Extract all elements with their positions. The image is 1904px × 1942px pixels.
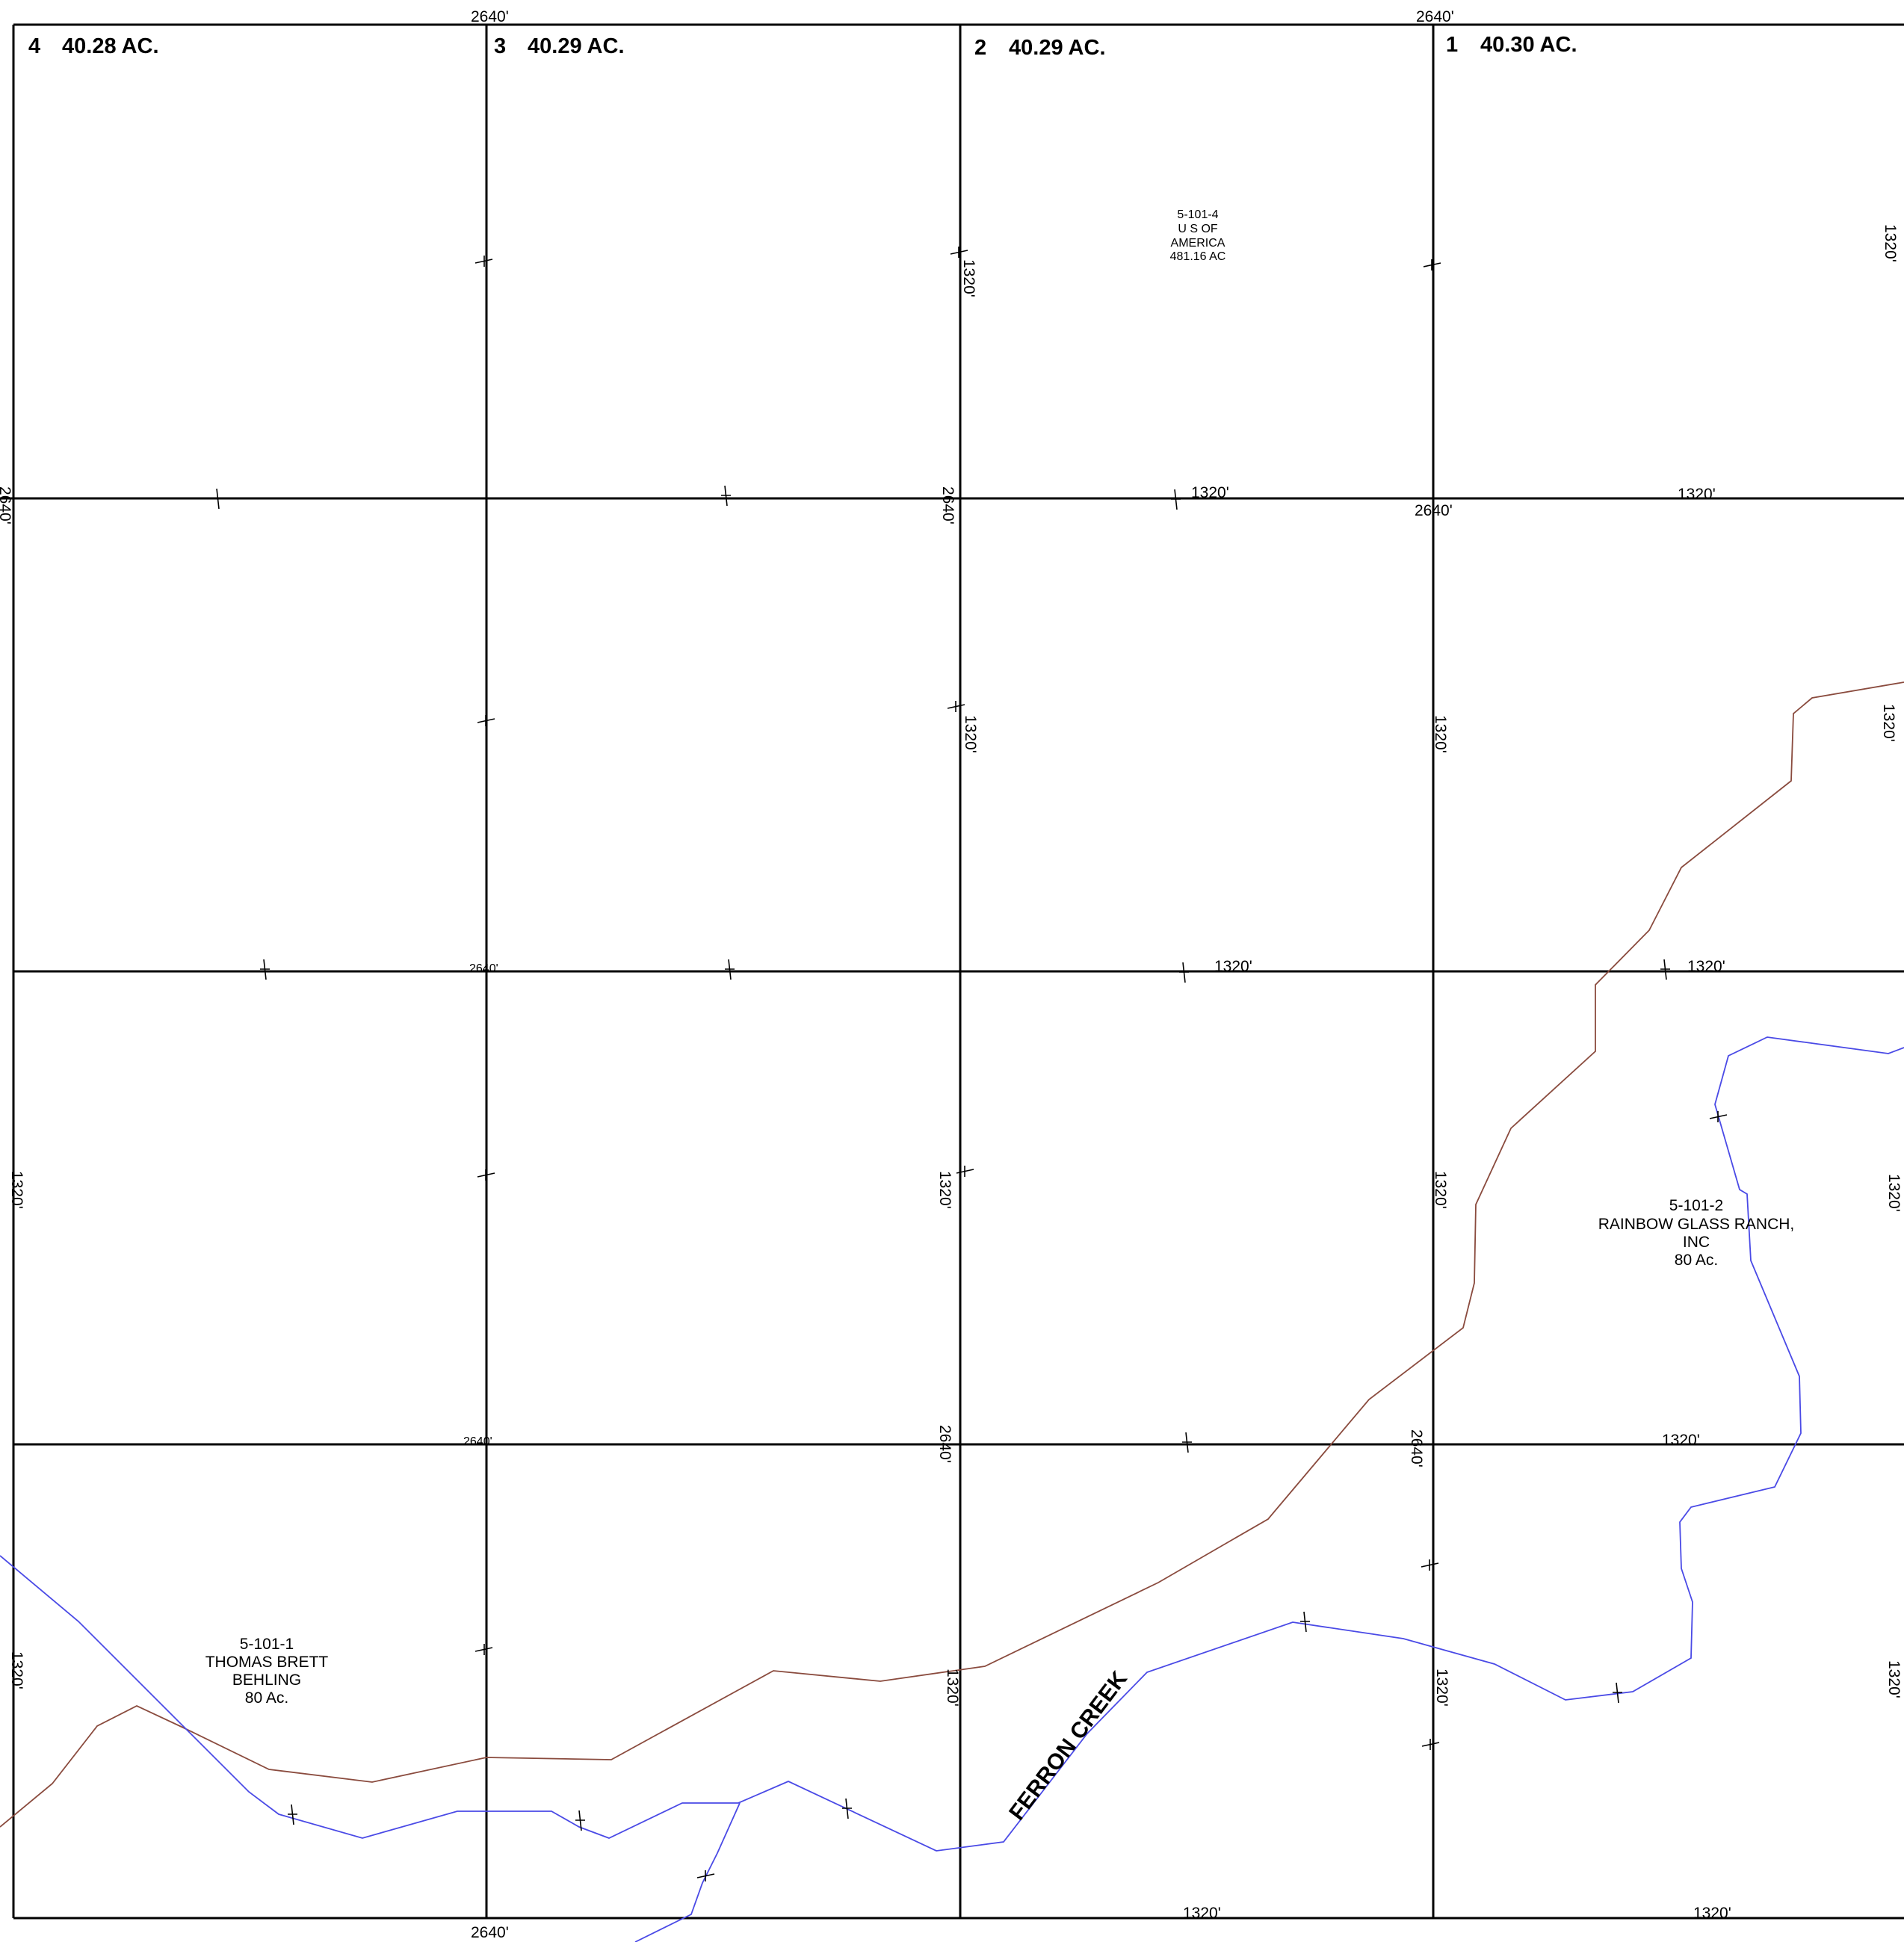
dimension-label: 1320' (1885, 1660, 1903, 1698)
dimension-label: 1320' (1687, 958, 1725, 975)
lot-number: 2 (974, 36, 986, 60)
parcel-owner-line-2: AMERICA (1171, 237, 1225, 250)
survey-tick (1660, 959, 1670, 980)
survey-tick (725, 959, 735, 980)
parcel-id: 5-101-2 (1669, 1197, 1723, 1214)
dimension-label: 2640' (1415, 502, 1453, 519)
survey-tick (575, 1810, 585, 1831)
dimension-label: 1320' (1191, 484, 1229, 501)
survey-tick (1421, 1739, 1440, 1750)
survey-tick (1421, 1559, 1439, 1571)
lot-labels: 4 40.28 AC. 3 40.29 AC. 2 40.29 AC. 1 40… (28, 33, 1577, 60)
dimension-label: 1320' (8, 1171, 25, 1209)
survey-tick (477, 715, 495, 726)
dimension-label: 2640' (471, 8, 509, 25)
parcel-id: 5-101-4 (1177, 208, 1218, 221)
lot-acreage: 40.30 AC. (1480, 33, 1577, 57)
survey-tick (1613, 1682, 1622, 1704)
survey-tick (288, 1804, 297, 1825)
dimension-label: 2640' (469, 962, 498, 975)
parcel-id: 5-101-1 (240, 1636, 294, 1653)
survey-tick (947, 701, 965, 712)
road-line (0, 681, 1904, 1828)
parcel-5-101-2: 5-101-2 RAINBOW GLASS RANCH, INC 80 Ac. (1598, 1197, 1795, 1269)
lot-acreage: 40.28 AC. (62, 34, 159, 58)
dimension-label: 2640' (1408, 1429, 1425, 1468)
survey-tick (696, 1870, 715, 1881)
lot-acreage: 40.29 AC. (1009, 36, 1106, 60)
creek-line-main (0, 1036, 1904, 1852)
parcel-owner: U S OF (1178, 223, 1218, 235)
dimension-label: 1320' (1214, 958, 1252, 975)
dimension-label: 1320' (1432, 715, 1449, 753)
dimension-label: 1320' (8, 1651, 25, 1689)
survey-tick (213, 488, 223, 510)
horizontal-dimensions: 2640' 2640' 1320' 1320' 2640' 2640' 1320… (463, 8, 1731, 1941)
dimension-label: 2640' (471, 1924, 509, 1941)
lot-number: 1 (1446, 33, 1458, 57)
dimension-label: 1320' (1885, 1174, 1903, 1212)
dimension-label: 2640' (0, 486, 13, 525)
dimension-label: 2640' (1416, 8, 1454, 25)
lot-acreage: 40.29 AC. (528, 34, 625, 58)
dimension-label: 1320' (962, 715, 979, 753)
dimension-label: 2640' (936, 1425, 953, 1463)
dimension-label: 1320' (936, 1171, 953, 1209)
survey-tick (477, 1169, 495, 1181)
dimension-label: 2640' (463, 1435, 492, 1448)
dimension-label: 1320' (1433, 1669, 1450, 1707)
dimension-label: 1320' (1678, 486, 1716, 503)
creek-line-branch (634, 1802, 741, 1942)
survey-tick (475, 1644, 493, 1655)
parcel-owner: RAINBOW GLASS RANCH, (1598, 1216, 1795, 1233)
survey-tick (1709, 1111, 1728, 1122)
survey-tick (721, 485, 731, 507)
parcel-owner: THOMAS BRETT (205, 1654, 329, 1671)
survey-ticks (213, 247, 1728, 1881)
survey-tick (1182, 1432, 1192, 1453)
parcel-5-101-4: 5-101-4 U S OF AMERICA 481.16 AC (1170, 208, 1226, 263)
parcel-owner-line-2: BEHLING (232, 1672, 301, 1689)
parcel-area: 80 Ac. (1675, 1252, 1718, 1269)
dimension-label: 1320' (1693, 1905, 1731, 1922)
parcel-5-101-1: 5-101-1 THOMAS BRETT BEHLING 80 Ac. (205, 1636, 329, 1707)
dimension-label: 1320' (1880, 704, 1897, 742)
survey-tick (475, 256, 493, 267)
dimension-label: 1320' (960, 259, 977, 297)
lot-number: 4 (28, 34, 40, 58)
section-grid (0, 23, 1904, 1920)
survey-tick (260, 959, 270, 980)
dimension-label: 1320' (1432, 1171, 1449, 1209)
survey-tick (950, 247, 968, 258)
survey-tick (1423, 259, 1441, 270)
survey-tick (842, 1798, 852, 1819)
dimension-label: 2640' (939, 486, 956, 525)
dimension-label: 1320' (1882, 224, 1899, 262)
lot-number: 3 (494, 34, 506, 58)
survey-tick (1171, 489, 1181, 510)
survey-tick (1179, 962, 1189, 983)
dimension-label: 1320' (1183, 1905, 1221, 1922)
parcel-area: 80 Ac. (245, 1689, 288, 1707)
survey-tick (956, 1166, 974, 1177)
vertical-dimensions: 1320' 1320' 2640' 2640' 1320' 1320' 1320… (0, 224, 1903, 1707)
dimension-label: 1320' (944, 1669, 961, 1707)
dimension-label: 1320' (1662, 1432, 1700, 1449)
survey-tick (1300, 1611, 1310, 1633)
parcel-owner-line-2: INC (1683, 1234, 1710, 1251)
parcel-area: 481.16 AC (1170, 250, 1226, 263)
